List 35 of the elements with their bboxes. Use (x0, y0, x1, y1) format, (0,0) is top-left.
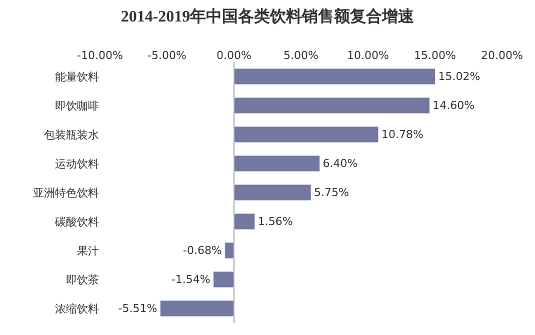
y-tick-label: 碳酸饮料 (54, 215, 99, 228)
bar (234, 184, 312, 201)
x-tick-label: 5.00% (284, 48, 318, 62)
bar (213, 271, 234, 288)
y-tick-label: 即饮咖啡 (55, 99, 99, 112)
data-label: -1.54% (171, 273, 210, 286)
data-label: 5.75% (314, 186, 350, 200)
y-tick-label: 果汁 (77, 244, 99, 258)
x-tick-label: -10.00% (77, 48, 123, 62)
bar (234, 68, 436, 85)
x-tick-label: 0.00% (216, 48, 252, 62)
bar (234, 97, 430, 114)
y-tick-label: 运动饮料 (55, 157, 99, 170)
x-tick-label: -5.00% (148, 48, 186, 62)
data-label: 1.56% (258, 215, 293, 228)
bar (224, 242, 234, 259)
x-tick-label: 15.00% (414, 48, 456, 62)
data-label: 10.78% (381, 128, 424, 142)
data-label: 6.40% (322, 157, 358, 170)
bar (234, 213, 256, 230)
data-label: 14.60% (432, 99, 475, 112)
data-label: -5.51% (118, 302, 158, 315)
bar (160, 300, 234, 317)
y-tick-label: 即饮茶 (66, 273, 99, 286)
x-tick-label: 20.00% (481, 48, 523, 62)
data-label: -0.68% (182, 244, 222, 257)
bar (234, 126, 379, 143)
x-tick-label: 10.00% (347, 48, 389, 62)
bar (234, 155, 320, 172)
y-tick-label: 浓缩饮料 (55, 302, 99, 316)
y-tick-label: 包装瓶装水 (44, 128, 99, 142)
y-tick-label: 能量饮料 (55, 70, 99, 84)
y-tick-label: 亚洲特色饮料 (33, 186, 99, 200)
data-label: 15.02% (438, 70, 480, 84)
chart-title: 2014-2019年中国各类饮料销售额复合增速 (120, 7, 416, 26)
